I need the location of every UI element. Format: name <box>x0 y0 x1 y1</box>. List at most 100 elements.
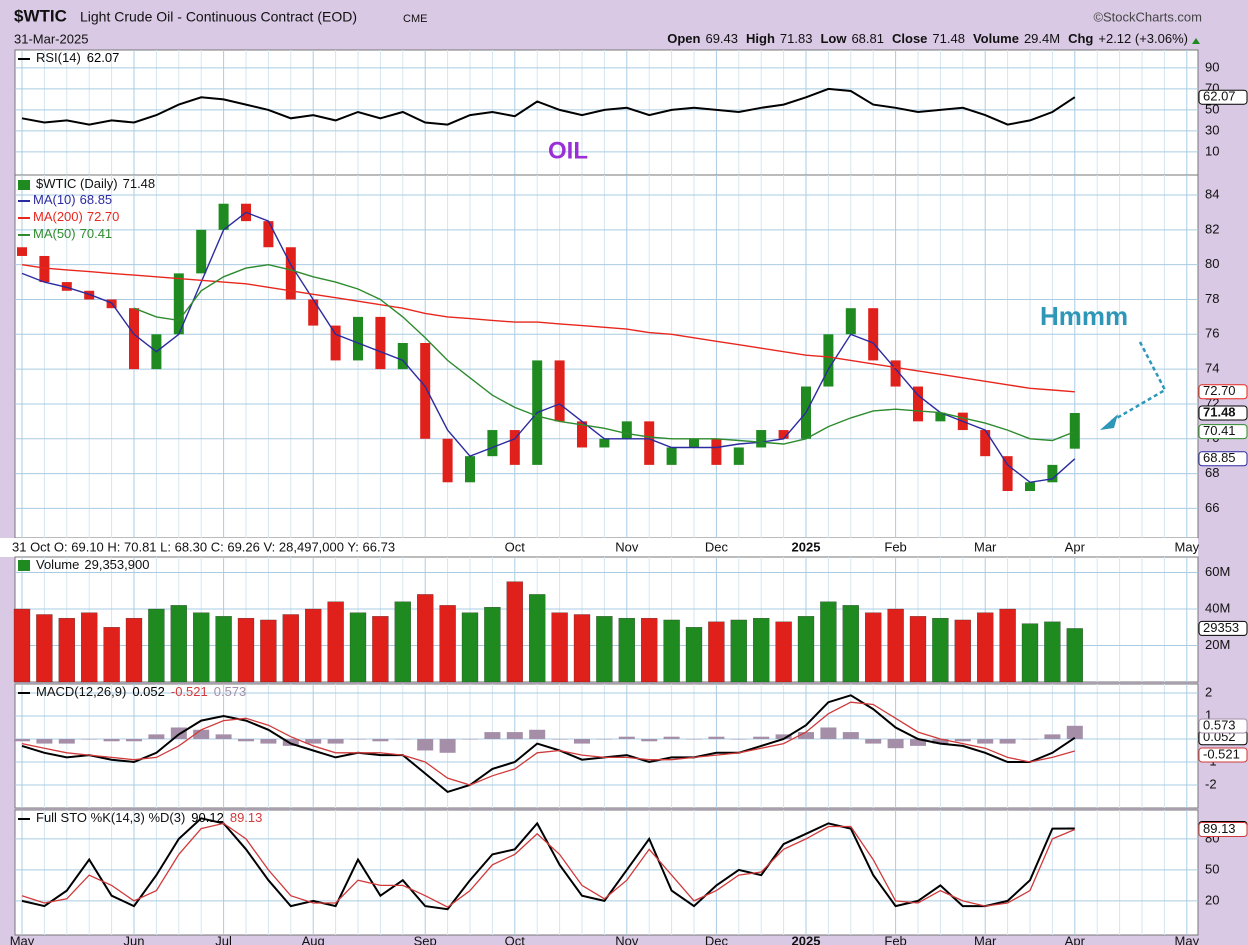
volume-bar <box>865 612 882 683</box>
candle-body <box>61 282 72 291</box>
x-tick-label: Dec <box>705 539 729 554</box>
histogram-bar <box>1066 725 1083 739</box>
histogram-bar <box>417 738 434 751</box>
volume-bar <box>439 605 456 683</box>
quote-value: +2.12 (+3.06%) <box>1098 31 1188 46</box>
histogram-bar <box>730 738 747 740</box>
histogram-bar <box>506 732 523 739</box>
quote-label: Close <box>892 31 927 46</box>
candle-body <box>621 421 632 439</box>
histogram-bar <box>842 732 859 739</box>
histogram-bar <box>775 734 792 739</box>
candle-body <box>913 386 923 422</box>
indicator-line <box>21 694 1076 794</box>
volume-bar <box>1021 623 1039 683</box>
volume-bar <box>820 601 837 683</box>
candle-body <box>218 203 229 230</box>
histogram-bar <box>462 738 478 740</box>
candle-body <box>689 438 699 448</box>
histogram-bar <box>887 738 904 749</box>
histogram-bar <box>753 736 770 739</box>
candle-body <box>330 325 341 361</box>
value-tag-label: 70.41 <box>1203 423 1236 438</box>
candle-body <box>890 360 901 387</box>
candle-body <box>1002 456 1013 491</box>
volume-bar <box>170 605 187 683</box>
legend-entry: MA(10) 68.85 <box>33 192 112 207</box>
y-tick-label: 10 <box>1205 143 1219 158</box>
candle-body <box>733 447 744 465</box>
volume-bar <box>573 614 591 683</box>
candle-body <box>935 412 946 422</box>
info-line: 31 Oct O: 69.10 H: 70.81 L: 68.30 C: 69.… <box>12 539 395 554</box>
x-tick-label: Apr <box>1065 933 1086 945</box>
legend-name: Full STO %K(14,3) %D(3) <box>36 810 185 825</box>
volume-bar <box>887 608 904 683</box>
x-tick-label: Nov <box>615 539 639 554</box>
volume-bar <box>1066 628 1083 683</box>
indicator-line <box>21 822 1076 908</box>
volume-bar <box>125 617 143 683</box>
volume-bar <box>708 621 725 683</box>
x-tick-label: 2025 <box>792 539 821 554</box>
legend-entry: RSI(14) 62.07 <box>36 50 119 65</box>
candle-body <box>308 299 319 326</box>
y-tick-label: 60M <box>1205 564 1230 579</box>
volume-bar <box>58 617 75 683</box>
volume-bar <box>484 607 501 683</box>
y-tick-label: 50 <box>1205 101 1219 116</box>
histogram-bar <box>484 732 501 739</box>
y-tick-label: 2 <box>1205 684 1212 699</box>
legend-entry: Volume 29,353,900 <box>36 557 149 572</box>
histogram-bar <box>865 738 882 744</box>
volume-bar <box>103 627 120 683</box>
y-tick-label: 68 <box>1205 465 1219 480</box>
value-tag-label: 0.573 <box>1203 717 1236 732</box>
legend-entry: $WTIC (Daily) 71.48 <box>36 176 155 191</box>
x-tick-label: Oct <box>505 539 526 554</box>
quote-label: Chg <box>1068 31 1093 46</box>
panel <box>14 809 1199 936</box>
legend-value: 70.41 <box>80 226 113 241</box>
volume-bar <box>305 608 322 683</box>
histogram-bar <box>215 734 232 739</box>
histogram-bar <box>439 738 456 753</box>
volume-bar <box>596 616 613 683</box>
volume-bar <box>730 619 747 683</box>
value-tag <box>1198 451 1248 467</box>
legend-name: RSI(14) <box>36 50 81 65</box>
candle-body <box>420 343 431 439</box>
candle-body <box>84 290 95 300</box>
quote-value: 69.43 <box>705 31 738 46</box>
legend-name: Volume <box>36 557 79 572</box>
volume-bar <box>327 601 344 683</box>
histogram-bar <box>327 738 344 744</box>
histogram-bar <box>618 736 635 739</box>
volume-bar <box>775 621 792 683</box>
x-tick-label: Jun <box>124 933 145 945</box>
x-tick-label: Jul <box>215 933 232 945</box>
source: ©StockCharts.com <box>1093 9 1202 24</box>
value-tag <box>1198 89 1248 105</box>
histogram-bar <box>103 738 120 742</box>
value-tag-label: 68.85 <box>1203 450 1236 465</box>
legend-swatch <box>18 180 30 190</box>
volume-bar <box>529 594 546 683</box>
quote-value: 68.81 <box>851 31 884 46</box>
x-tick-label: May <box>1175 933 1200 945</box>
quote-value: 71.83 <box>780 31 813 46</box>
quote-label: Low <box>820 31 847 46</box>
legend-name: MA(10) <box>33 192 76 207</box>
candle-body <box>397 343 408 370</box>
volume-bar <box>551 612 568 683</box>
x-tick-label: Nov <box>615 933 639 945</box>
volume-bar <box>36 614 53 683</box>
candle-body <box>465 456 475 483</box>
volume-bar <box>842 605 859 683</box>
legend-value: 89.13 <box>230 810 263 825</box>
legend-value: 71.48 <box>123 176 156 191</box>
legend-entry: MACD(12,26,9) 0.052 -0.521 0.573 <box>36 684 246 699</box>
volume-bar <box>148 608 165 683</box>
candle-body <box>644 421 655 465</box>
legend-value: 62.07 <box>87 50 120 65</box>
